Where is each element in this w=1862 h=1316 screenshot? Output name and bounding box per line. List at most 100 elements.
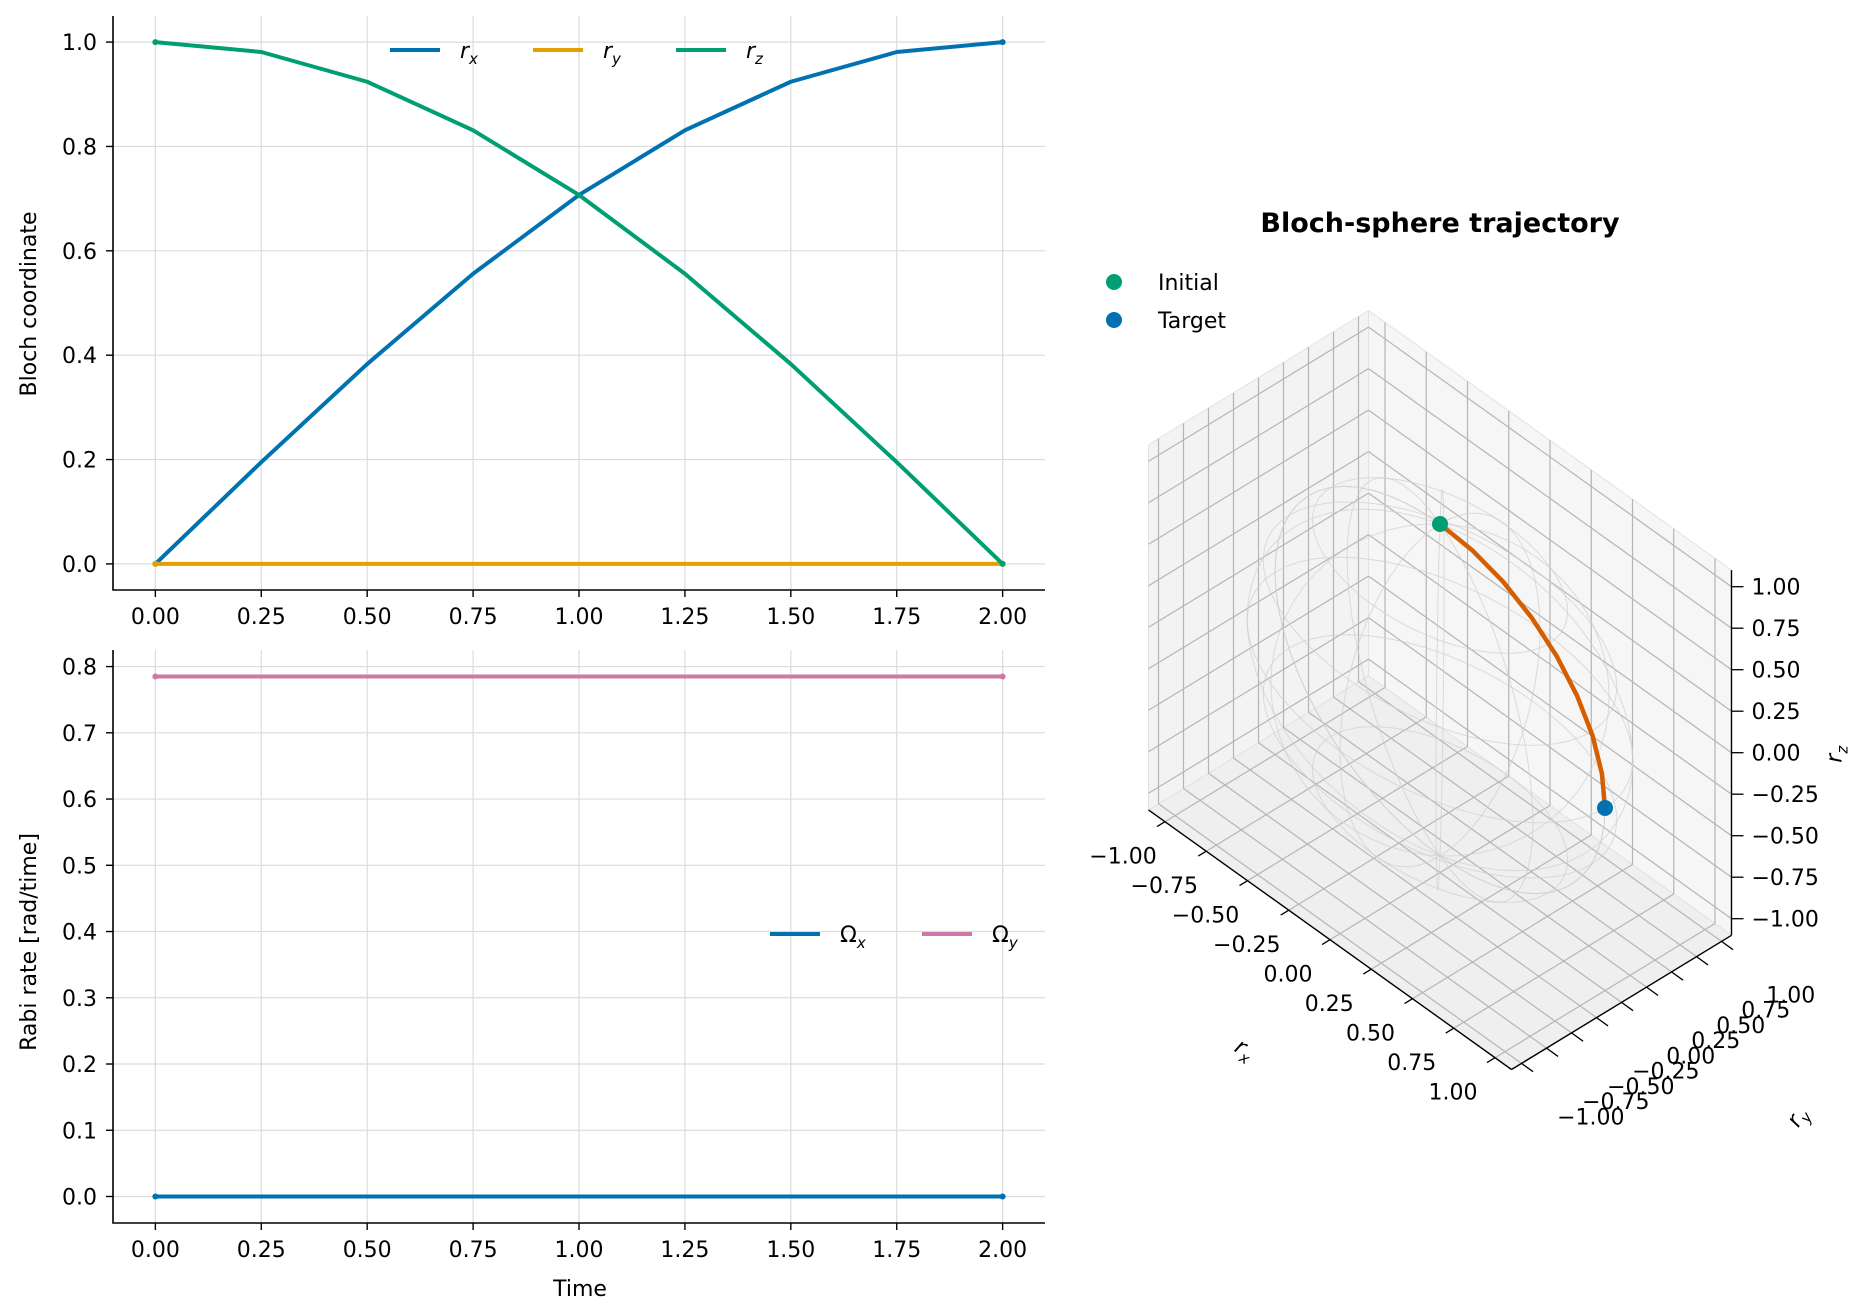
x-tick-label: 0.50 — [343, 1238, 392, 1263]
y-tick-label: −0.50 — [1607, 1075, 1674, 1100]
left-gridline-z — [1148, 368, 1369, 504]
y-tick-label: 0.6 — [62, 240, 97, 265]
sphere-parallel — [1262, 501, 1618, 746]
legend-initial-label: Initial — [1158, 271, 1219, 296]
x-tick-mark — [1280, 909, 1290, 916]
y-tick-mark — [1696, 956, 1709, 966]
floor-gridline-x — [1412, 863, 1633, 1000]
sphere-parallel — [1311, 477, 1569, 654]
legend-symbol: r — [746, 39, 757, 64]
x-tick-label: 0.50 — [1346, 1022, 1395, 1047]
floor-gridline-y — [1283, 727, 1647, 988]
back-gridline-z — [1368, 409, 1732, 671]
z-tick-label: 0.50 — [1752, 659, 1801, 684]
floor-gridline-y — [1258, 742, 1622, 1003]
floor-gridline-x — [1494, 922, 1716, 1059]
z-tick-label: 0.75 — [1752, 617, 1801, 642]
left-gridline-z — [1148, 492, 1369, 628]
legend-subscript: x — [856, 934, 866, 952]
y-tick-label: 0.1 — [62, 1119, 97, 1144]
legend-z-label: rz — [746, 39, 764, 68]
z-tick-label: −0.75 — [1752, 866, 1819, 891]
trajectory-line — [1437, 521, 1608, 811]
legend-symbol: r — [460, 39, 471, 64]
y-tick-label: 0.0 — [62, 553, 97, 578]
z-tick-label: 0.25 — [1752, 700, 1801, 725]
ax1-ylabel: Bloch coordinate — [17, 211, 42, 396]
legend-target-marker — [1106, 312, 1122, 328]
left-gridline-z — [1148, 326, 1369, 462]
legend-subscript: x — [468, 50, 478, 68]
y-tick-label: 1.00 — [1766, 983, 1815, 1008]
z-tick-label: 1.00 — [1752, 576, 1801, 601]
target-point — [1597, 800, 1613, 816]
series-x-end — [999, 1193, 1006, 1200]
y-tick-label: 0.5 — [62, 854, 97, 879]
x-tick-label: 2.00 — [978, 1238, 1027, 1263]
y-tick-label: 0.3 — [62, 987, 97, 1012]
legend-target-label: Target — [1157, 309, 1226, 334]
bloch-sphere-plot: Bloch-sphere trajectory −1.00−1.00−1.00−… — [1089, 208, 1852, 1132]
y-tick-label: 0.4 — [62, 344, 97, 369]
sphere-parallel — [1311, 726, 1569, 903]
x-tick-label: 0.75 — [449, 605, 498, 630]
x-tick-label: 1.00 — [555, 1238, 604, 1263]
y-tick-label: 0.6 — [62, 788, 97, 813]
legend-x-label: rx — [460, 39, 478, 68]
y-tick-mark — [1546, 1047, 1559, 1057]
x-tick-label: 0.25 — [237, 605, 286, 630]
rabi-rate-plot: Rabi rate [rad/time] Time 0.00 0.25 0.50 0.… — [17, 650, 1045, 1302]
y-tick-label: 0.2 — [62, 449, 97, 474]
y-tick-mark — [1621, 1001, 1634, 1012]
x-tick-label: 1.25 — [660, 605, 709, 630]
back-gridline-z — [1368, 368, 1732, 629]
z-tick-label: −0.50 — [1752, 825, 1819, 850]
x-tick-mark — [1445, 1027, 1455, 1034]
series-x-start — [152, 1193, 159, 1200]
legend-y-label: Ωy — [992, 923, 1019, 952]
y-tick-mark — [1646, 986, 1659, 996]
legend-symbol: Ω — [840, 923, 857, 948]
x-tick-label: 0.00 — [131, 1238, 180, 1263]
left-gridline-z — [1148, 409, 1369, 545]
x-tick-label: 1.50 — [766, 605, 815, 630]
legend-x-label: Ωx — [840, 923, 866, 952]
z-tick-label: 0.00 — [1752, 742, 1801, 767]
x-tick-mark — [1404, 998, 1413, 1005]
series-z-line — [155, 40, 1005, 566]
y-tick-label: 0.00 — [1666, 1044, 1715, 1069]
x-tick-label: 0.75 — [1387, 1051, 1436, 1076]
y-tick-label: 0.50 — [1716, 1014, 1765, 1039]
x-tick-label: −0.25 — [1213, 933, 1280, 958]
y-tick-mark — [1521, 1062, 1534, 1073]
legend-symbol: r — [603, 39, 614, 64]
series-y-start — [152, 673, 159, 680]
y-tick-mark — [1671, 971, 1684, 981]
series-z-end — [999, 560, 1006, 567]
series-y-start — [152, 560, 159, 567]
floor-gridline-y — [1358, 681, 1722, 942]
back-gridline-z — [1368, 492, 1732, 754]
x-tick-label: 0.50 — [343, 605, 392, 630]
x-axis-title: rx — [1228, 1034, 1258, 1068]
z-tick-label: −0.25 — [1752, 783, 1819, 808]
x-tick-mark — [1239, 880, 1248, 887]
x-tick-mark — [1197, 850, 1207, 857]
axes-spines — [112, 650, 1045, 1224]
axes-spines — [112, 16, 1045, 591]
y-tick-label: 0.7 — [62, 722, 97, 747]
x-tick-label: 0.00 — [131, 605, 180, 630]
x-tick-label: 0.25 — [237, 1238, 286, 1263]
sphere-parallel — [1262, 634, 1618, 879]
x-tick-mark — [1321, 939, 1331, 946]
floor-gridline-y — [1308, 711, 1672, 973]
legend-subscript: y — [611, 50, 622, 68]
z-axis-title-subscript: z — [1834, 745, 1852, 755]
legend-y-label: ry — [603, 39, 622, 68]
x-tick-mark — [1362, 968, 1372, 975]
y-tick-label: 0.8 — [62, 656, 97, 681]
x-tick-label: 2.00 — [978, 605, 1027, 630]
initial-point — [1432, 516, 1448, 532]
y-tick-mark — [1721, 940, 1734, 951]
